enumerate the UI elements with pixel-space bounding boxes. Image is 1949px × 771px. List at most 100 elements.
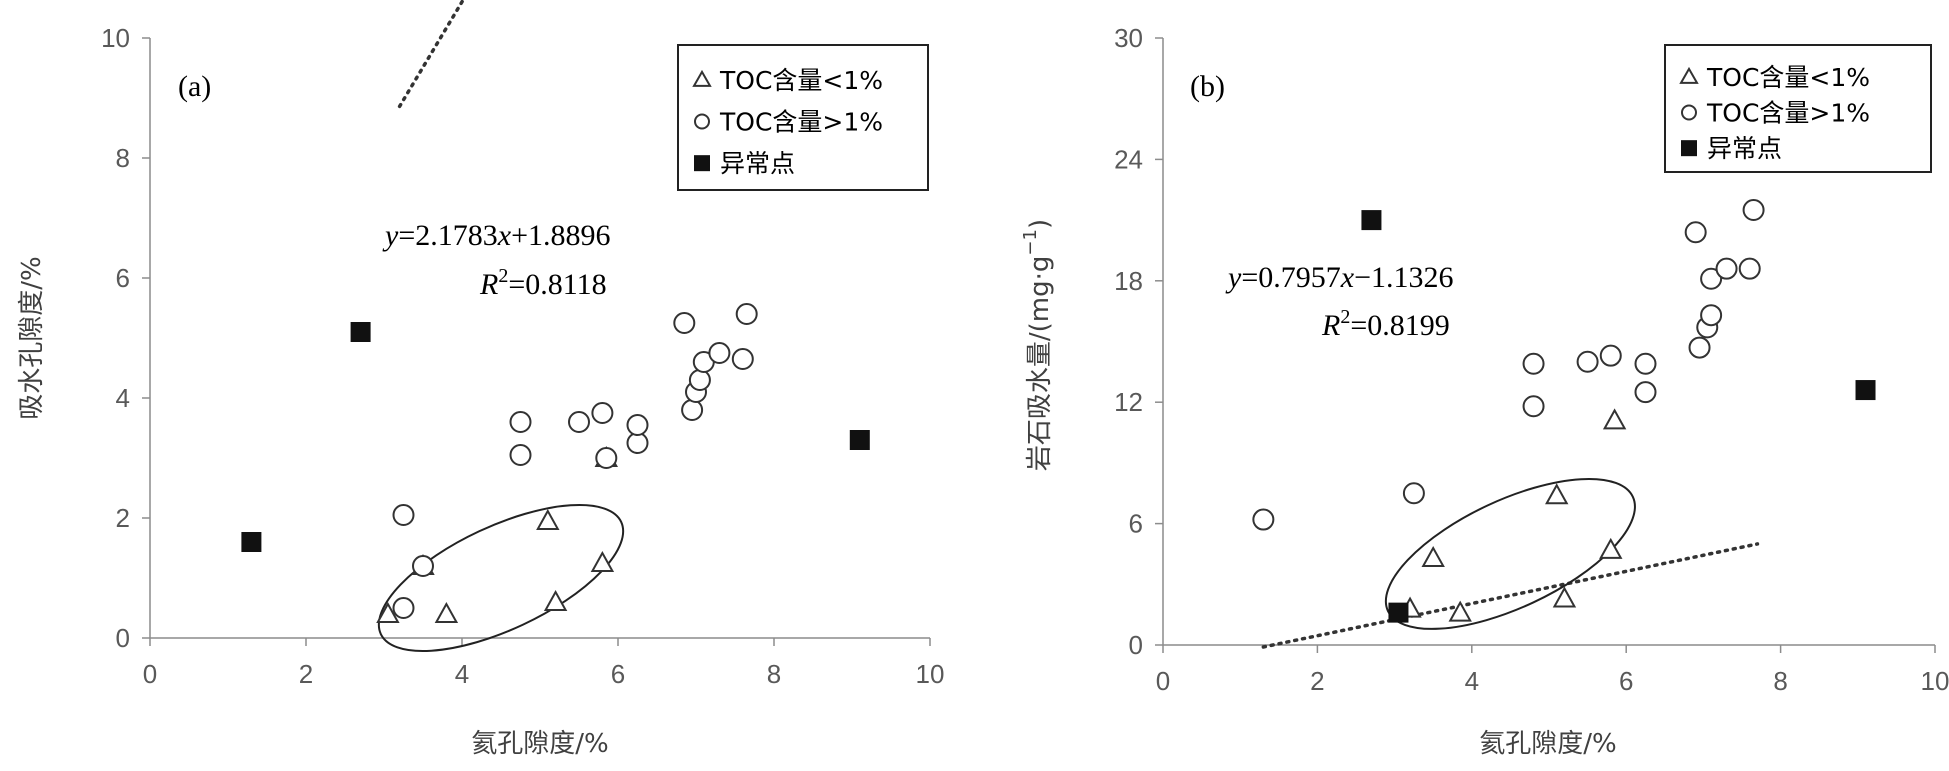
y-tick-label: 24: [1114, 144, 1143, 174]
circle-point: [595, 447, 618, 469]
circle-point: [1738, 257, 1761, 280]
triangle-point: [536, 508, 560, 530]
x-tick-label: 10: [1921, 666, 1949, 696]
series-circle: [1252, 198, 1765, 531]
r-squared: R2=0.8118: [479, 265, 607, 301]
x-tick-label: 2: [1310, 666, 1324, 696]
r2-sup: 2: [1340, 306, 1350, 328]
triangle-point: [1599, 537, 1623, 559]
y-tick-label: 6: [1129, 509, 1143, 539]
panel-label: (a): [178, 70, 211, 103]
eq-y: y: [382, 219, 399, 252]
legend-box: [1664, 44, 1932, 173]
r2-r: R: [1321, 309, 1340, 342]
legend-triangle-icon: [1679, 66, 1699, 84]
y-tick-label: 30: [1114, 23, 1143, 53]
circle-point: [412, 555, 434, 577]
triangle-point: [590, 550, 615, 572]
r2-r: R: [479, 268, 498, 301]
circle-point: [509, 411, 532, 433]
legend-entry: TOC含量>1%: [719, 108, 883, 137]
circle-point: [1700, 267, 1723, 290]
triangle-point: [1421, 545, 1445, 567]
regression-equation: y=2.1783x+1.8896: [382, 219, 611, 252]
legend-circle-icon: [1681, 104, 1697, 121]
legend-entry: TOC含量<1%: [719, 66, 883, 95]
legend: TOC含量<1% TOC含量>1% 异常点: [677, 44, 929, 191]
chart-panel-a: 0 2 4 6 8 10 0 2 4 6 8 10 氦孔隙度/% 吸水孔隙度/% (a) y=2.1783x+…: [17, 0, 944, 759]
circle-point: [626, 414, 649, 436]
x-tick-label: 4: [455, 659, 469, 689]
eq-slope: =2.1783: [398, 219, 497, 252]
circle-point: [1715, 257, 1738, 280]
circle-point: [1700, 304, 1723, 327]
regression-equation: y=0.7957x−1.1326: [1225, 261, 1454, 294]
x-tick-label: 10: [916, 659, 945, 689]
eq-x: x: [497, 219, 512, 252]
legend-triangle-icon: [692, 69, 712, 87]
y-tick-label: 12: [1114, 387, 1143, 417]
legend-entry: TOC含量<1%: [1706, 63, 1870, 92]
x-tick-label: 0: [143, 659, 157, 689]
circle-point: [1634, 352, 1657, 375]
series-triangle: [376, 445, 618, 623]
square-point: [1855, 380, 1876, 401]
triangle-point: [1448, 600, 1472, 622]
legend-entry: 异常点: [720, 149, 795, 178]
y-tick-label: 2: [116, 503, 130, 533]
square-point: [1361, 210, 1382, 231]
circle-point: [681, 399, 704, 421]
y-axis-label-main: 岩石吸水量/(mg·g: [1025, 256, 1055, 472]
eq-x: x: [1340, 261, 1355, 294]
y-axis-label: 岩石吸水量/(mg·g−1): [1020, 219, 1055, 471]
square-point: [241, 532, 262, 552]
y-axis-label-end: ): [1025, 219, 1055, 229]
triangle-point: [434, 601, 459, 623]
triangle-point: [1552, 586, 1577, 608]
x-tick-label: 4: [1465, 666, 1479, 696]
x-tick-label: 2: [299, 659, 313, 689]
x-axis-label: 氦孔隙度/%: [471, 729, 608, 759]
circle-point: [708, 342, 731, 364]
r2-value: =0.8199: [1350, 309, 1449, 342]
circle-point: [1522, 395, 1545, 418]
circle-point: [1522, 352, 1545, 375]
eq-intercept: +1.8896: [511, 219, 610, 252]
circle-point: [1688, 336, 1711, 359]
y-axis-label: 吸水孔隙度/%: [17, 256, 47, 419]
circle-point: [1252, 508, 1275, 531]
circle-point: [731, 348, 754, 370]
triangle-point: [543, 589, 568, 611]
legend-circle-icon: [694, 113, 710, 130]
trend-line: [1261, 542, 1760, 649]
y-tick-label: 6: [116, 263, 130, 293]
square-point: [350, 322, 371, 342]
circle-point: [1742, 198, 1765, 221]
square-point: [1388, 602, 1409, 623]
circle-point: [1684, 221, 1707, 244]
eq-intercept: −1.1326: [1354, 261, 1453, 294]
x-axis-label: 氦孔隙度/%: [1479, 729, 1616, 759]
circle-point: [1634, 381, 1657, 404]
r2-value: =0.8118: [508, 268, 606, 301]
circle-point: [568, 411, 590, 433]
cluster-ellipse: [1384, 477, 1636, 630]
legend-box: [677, 44, 929, 191]
series-square: [241, 322, 870, 552]
legend-square-icon: [694, 155, 710, 172]
x-tick-label: 0: [1156, 666, 1170, 696]
circle-point: [591, 402, 614, 424]
eq-y: y: [1225, 261, 1242, 294]
circle-point: [735, 303, 758, 325]
series-circle: [392, 303, 758, 619]
trend-line: [397, 0, 466, 109]
series-triangle: [1398, 408, 1627, 622]
r-squared: R2=0.8199: [1321, 306, 1450, 342]
x-tick-label: 8: [1773, 666, 1787, 696]
eq-slope: =0.7957: [1241, 261, 1340, 294]
legend-square-icon: [1681, 140, 1697, 157]
cluster-ellipse: [377, 504, 625, 652]
circle-point: [1576, 350, 1599, 373]
